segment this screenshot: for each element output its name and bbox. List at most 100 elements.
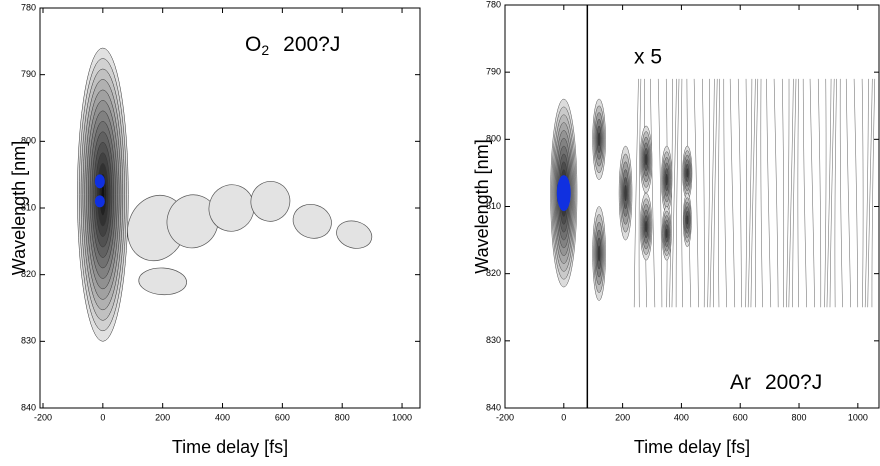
- y-tick-label: 840: [486, 402, 501, 412]
- x-tick-label: 600: [275, 412, 290, 422]
- x-tick-label: -200: [496, 412, 514, 422]
- contour-noise: [829, 78, 835, 308]
- contour-noise: [750, 78, 756, 308]
- contour-level: [597, 132, 601, 147]
- annotation: Ar 200?J: [730, 371, 822, 394]
- contour-level: [665, 173, 668, 186]
- contour-noise: [797, 78, 800, 308]
- contour-noise: [760, 78, 763, 308]
- contour-noise: [853, 78, 859, 308]
- y-tick-label: 840: [21, 402, 36, 412]
- peak: [556, 175, 571, 212]
- annotation-rest: 200?J: [283, 33, 340, 56]
- contour-level: [644, 153, 648, 166]
- annotation-main: Ar: [730, 371, 751, 394]
- contour-noise: [671, 78, 677, 308]
- y-tick-label: 830: [486, 335, 501, 345]
- contour-noise: [737, 78, 742, 308]
- contour-noise: [871, 78, 876, 308]
- contour-noise: [826, 78, 832, 308]
- x-tick-label: 600: [733, 412, 748, 422]
- contour-noise: [702, 78, 705, 308]
- contour-noise: [755, 78, 759, 308]
- contour-noise: [792, 78, 797, 308]
- y-tick-label: 780: [486, 0, 501, 9]
- contour-streak: [138, 267, 187, 296]
- y-tick-label: 780: [21, 2, 36, 12]
- x-tick-label: 0: [561, 412, 566, 422]
- contour-noise: [747, 78, 753, 308]
- y-tick-label: 820: [21, 269, 36, 279]
- x-tick-label: 0: [100, 412, 105, 422]
- y-tick-label: 800: [486, 134, 501, 144]
- contour-streak: [336, 220, 373, 249]
- y-tick-label: 820: [486, 268, 501, 278]
- contour-noise: [657, 78, 663, 308]
- y-tick-label: 830: [21, 336, 36, 346]
- x-tick-label: 200: [615, 412, 630, 422]
- contour-noise: [839, 78, 843, 308]
- contour-noise: [781, 78, 785, 308]
- contour-noise: [864, 78, 869, 308]
- x-tick-label: 1000: [848, 412, 868, 422]
- contour-noise: [713, 78, 718, 308]
- contour-level: [686, 215, 689, 225]
- contour-level: [624, 185, 627, 202]
- x-tick-label: 400: [674, 412, 689, 422]
- contour-streak: [166, 194, 219, 249]
- annotation-subscript: 2: [261, 42, 269, 58]
- peak: [94, 195, 105, 208]
- contour-noise: [766, 78, 772, 308]
- contour-level: [644, 220, 648, 233]
- contour-noise: [845, 78, 852, 308]
- contour-level: [597, 245, 601, 262]
- contour-streak: [208, 184, 255, 232]
- contour-noise: [709, 78, 715, 308]
- contour-noise: [809, 78, 815, 308]
- contour-noise: [867, 78, 873, 308]
- contour-noise: [817, 78, 822, 308]
- contour-noise: [638, 78, 642, 308]
- contour-noise: [802, 78, 807, 308]
- contour-noise: [745, 78, 747, 308]
- annotation-main: O: [245, 33, 261, 56]
- x-tick-label: 400: [215, 412, 230, 422]
- x-tick-label: 1000: [392, 412, 412, 422]
- annotation: O2 200?J: [245, 33, 340, 58]
- y-tick-label: 810: [486, 201, 501, 211]
- x-axis-label: Time delay [fs]: [634, 437, 750, 457]
- x-tick-label: -200: [34, 412, 52, 422]
- x-tick-label: 200: [155, 412, 170, 422]
- contour-noise: [788, 78, 794, 308]
- annotation-scale: x 5: [634, 46, 662, 69]
- y-tick-label: 790: [21, 69, 36, 79]
- contour-noise: [824, 78, 827, 308]
- contour-noise: [729, 78, 736, 308]
- x-tick-label: 800: [335, 412, 350, 422]
- contour-noise: [834, 78, 837, 308]
- contour-noise: [693, 78, 699, 308]
- contour-streak: [250, 181, 291, 222]
- y-axis-label: Wavelength [nm]: [472, 139, 492, 273]
- contour-noise: [723, 78, 727, 308]
- contour-noise: [718, 78, 721, 308]
- y-tick-label: 790: [486, 67, 501, 77]
- contour-level: [665, 228, 668, 239]
- contour-noise: [633, 78, 639, 308]
- contour-noise: [644, 78, 647, 308]
- x-tick-label: 800: [792, 412, 807, 422]
- contour-noise: [681, 78, 683, 308]
- y-tick-label: 800: [21, 136, 36, 146]
- contour-noise: [861, 78, 864, 308]
- x-axis-label: Time delay [fs]: [172, 437, 288, 457]
- annotation-rest: 200?J: [765, 371, 822, 394]
- peak: [94, 174, 105, 189]
- y-axis-label: Wavelength [nm]: [9, 141, 29, 275]
- y-tick-label: 810: [21, 202, 36, 212]
- contour-noise: [650, 78, 656, 308]
- contour-streak: [292, 204, 332, 239]
- contour-noise: [773, 78, 779, 308]
- contour-noise: [675, 78, 680, 308]
